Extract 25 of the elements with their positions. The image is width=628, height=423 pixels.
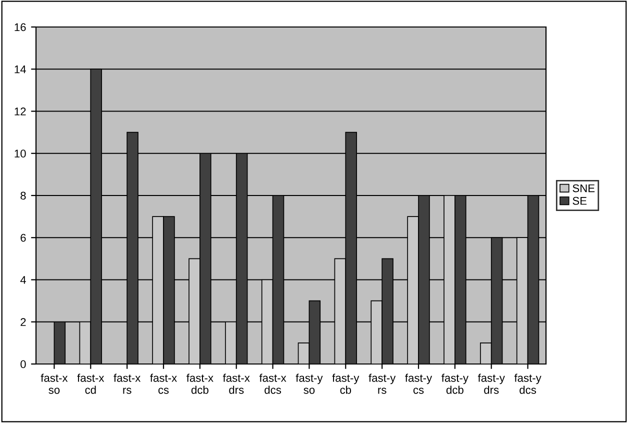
y-tick-label: 12 bbox=[14, 108, 26, 116]
x-tick-label: fast-y rs bbox=[368, 374, 396, 394]
x-tick-label: fast-y dcs bbox=[514, 374, 542, 394]
x-tick-label: fast-x dcs bbox=[259, 374, 286, 394]
y-tick-label: 4 bbox=[20, 276, 26, 284]
y-tick-label: 8 bbox=[20, 192, 26, 200]
legend-label: SNE bbox=[572, 184, 595, 192]
y-tick-label: 14 bbox=[14, 66, 26, 74]
x-tick-label: fast-x cd bbox=[77, 374, 104, 394]
x-tick-label: fast-y so bbox=[296, 374, 323, 394]
y-tick-label: 6 bbox=[20, 234, 26, 242]
y-tick-label: 10 bbox=[14, 150, 26, 158]
y-tick-label: 2 bbox=[20, 318, 26, 326]
x-tick-label: fast-x so bbox=[40, 374, 68, 394]
x-tick-label: fast-x cs bbox=[150, 374, 177, 394]
x-tick-label: fast-x drs bbox=[222, 374, 250, 394]
x-tick-label: fast-y cb bbox=[332, 374, 360, 394]
legend-label: SE bbox=[572, 196, 587, 205]
x-tick-label: fast-x rs bbox=[114, 374, 141, 394]
x-tick-label: fast-y drs bbox=[478, 374, 505, 394]
y-tick-label: 16 bbox=[14, 23, 26, 32]
y-tick-label: 0 bbox=[20, 360, 26, 368]
x-tick-label: fast-x dcb bbox=[186, 374, 214, 394]
x-tick-label: fast-y dcb bbox=[442, 374, 468, 394]
x-tick-label: fast-y cs bbox=[405, 374, 432, 394]
